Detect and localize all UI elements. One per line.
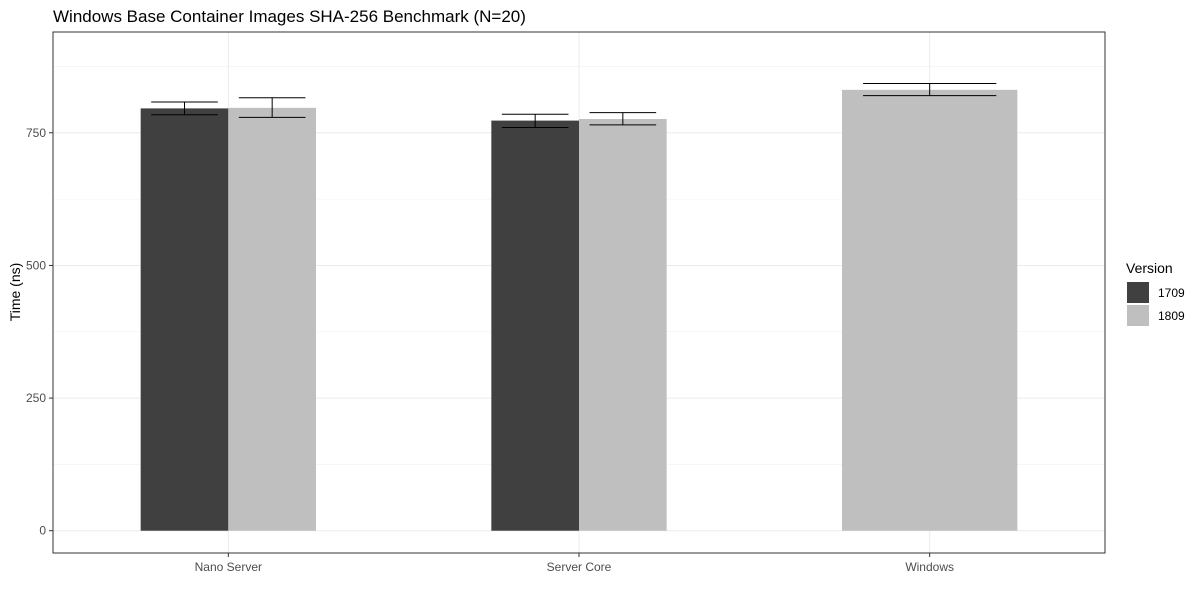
bar-1809: [228, 107, 316, 531]
bars: [140, 89, 1018, 531]
y-tick-label: 0: [39, 524, 46, 538]
error-bar-1809: [238, 97, 306, 118]
bar-1809: [579, 119, 667, 531]
error-bar-1809: [589, 112, 657, 126]
x-tick-label: Nano Server: [195, 560, 262, 574]
y-tick-label: 500: [26, 258, 46, 272]
error-bar-1709: [151, 101, 218, 116]
bar-1709: [140, 108, 229, 531]
y-axis: 0 250 500 750: [26, 126, 53, 538]
error-bar-1809: [863, 82, 997, 97]
error-bar-1709: [501, 113, 569, 128]
bar-1709: [491, 120, 579, 531]
legend-label-1809: 1809: [1158, 309, 1185, 323]
legend-swatch-1709: [1127, 282, 1149, 303]
x-tick-label: Server Core: [547, 560, 612, 574]
y-tick-label: 750: [26, 126, 46, 140]
legend-label-1709: 1709: [1158, 286, 1185, 300]
bar-1809: [842, 89, 1018, 531]
chart-title: Windows Base Container Images SHA-256 Be…: [53, 7, 526, 26]
error-bars: [151, 82, 997, 128]
y-tick-label: 250: [26, 391, 46, 405]
x-axis: Nano Server Server Core Windows: [195, 553, 954, 574]
legend-swatch-1809: [1127, 305, 1149, 326]
legend: Version 1709 1809: [1126, 260, 1185, 326]
legend-title: Version: [1126, 260, 1173, 276]
y-axis-title: Time (ns): [7, 263, 23, 322]
x-tick-label: Windows: [905, 560, 954, 574]
